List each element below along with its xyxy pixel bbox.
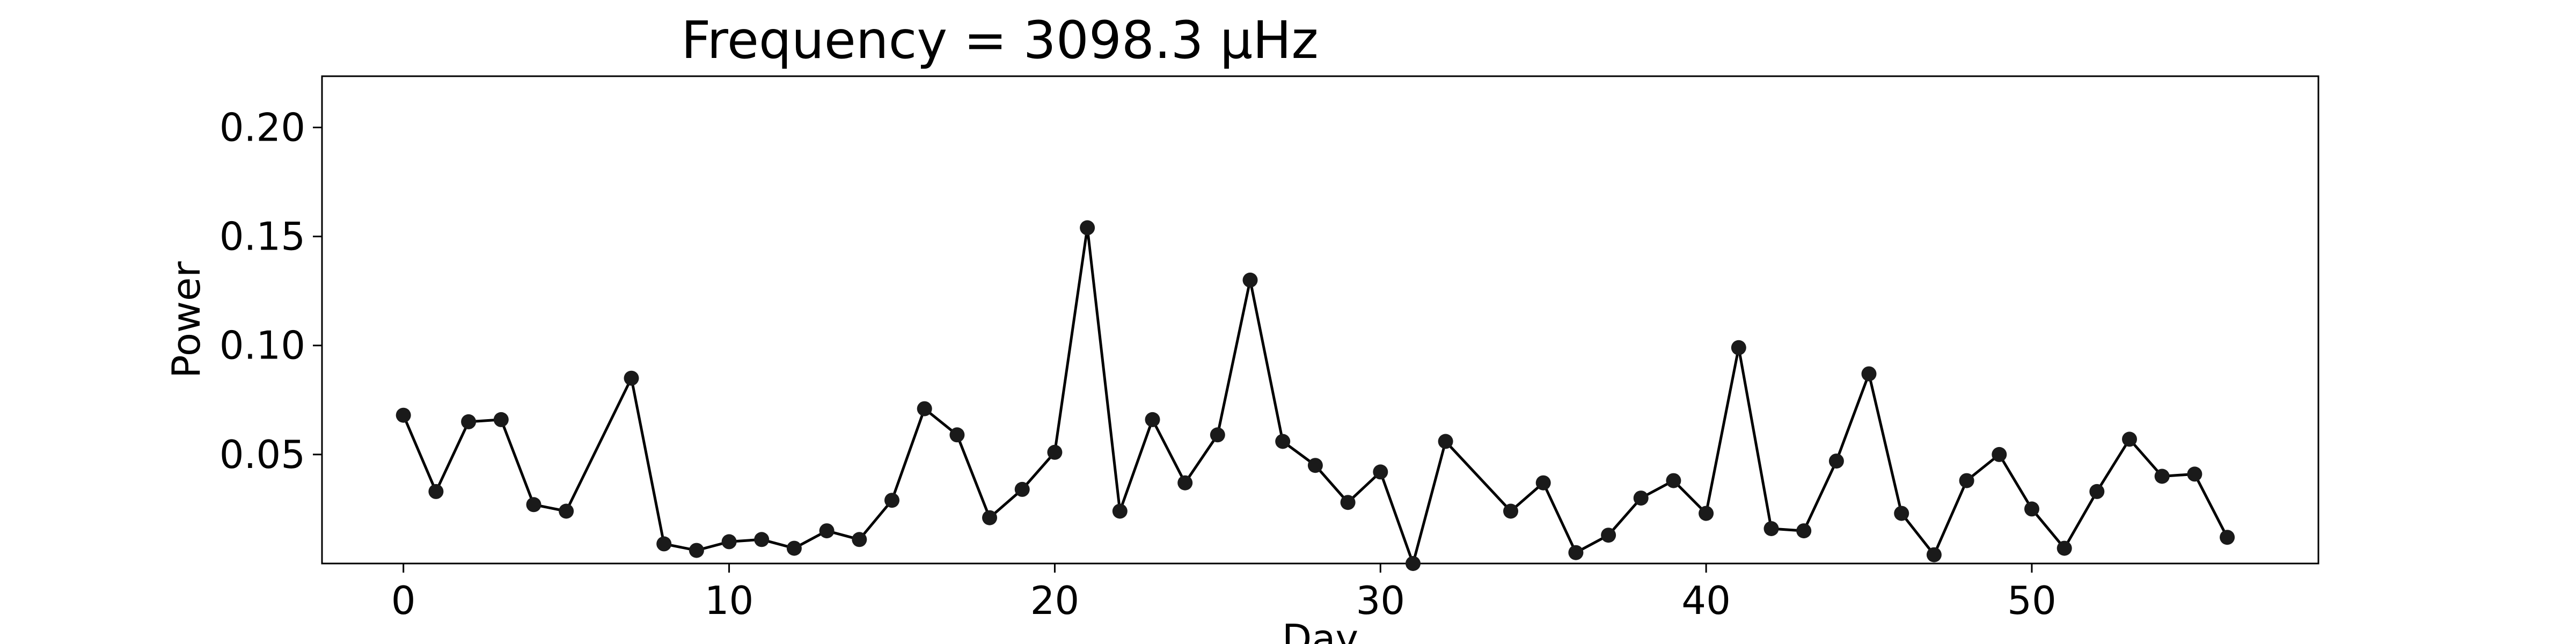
data-point bbox=[1242, 272, 1258, 288]
data-point bbox=[1633, 491, 1649, 506]
x-tick-label: 20 bbox=[1030, 578, 1080, 623]
data-point bbox=[1047, 444, 1063, 460]
data-point bbox=[1894, 506, 1909, 521]
data-point bbox=[917, 401, 932, 416]
data-point bbox=[526, 497, 541, 513]
data-point bbox=[2187, 466, 2202, 482]
data-point bbox=[754, 532, 770, 547]
data-point bbox=[1080, 220, 1095, 236]
data-point bbox=[1014, 481, 1030, 497]
data-point bbox=[852, 532, 867, 547]
y-tick-label: 0.15 bbox=[219, 214, 305, 259]
data-point bbox=[428, 484, 444, 499]
data-point bbox=[2057, 540, 2072, 556]
y-tick-label: 0.10 bbox=[219, 323, 305, 368]
data-point bbox=[1373, 464, 1388, 480]
x-tick-label: 40 bbox=[1681, 578, 1731, 623]
data-point bbox=[1731, 340, 1746, 355]
data-point bbox=[2220, 530, 2235, 545]
data-point bbox=[656, 536, 672, 552]
series-line-group bbox=[402, 226, 2229, 565]
data-point bbox=[2024, 501, 2039, 517]
x-tick-label: 30 bbox=[1356, 578, 1405, 623]
data-point bbox=[1699, 506, 1714, 521]
data-point bbox=[1992, 447, 2007, 462]
data-point bbox=[1861, 366, 1877, 382]
data-point bbox=[2154, 469, 2170, 484]
chart-title: Frequency = 3098.3 μHz bbox=[681, 10, 1318, 70]
data-point bbox=[1959, 473, 1974, 488]
data-point bbox=[949, 427, 965, 443]
data-point bbox=[1340, 495, 1356, 510]
data-point bbox=[1307, 458, 1323, 473]
y-axis: 0.05 0.10 0.15 0.20 bbox=[219, 105, 322, 477]
plot-area-frame bbox=[321, 75, 2319, 565]
data-point bbox=[624, 370, 639, 386]
data-point bbox=[1796, 523, 1812, 539]
y-axis-label: Power bbox=[164, 261, 209, 378]
data-point bbox=[1210, 427, 1225, 443]
data-point bbox=[1177, 475, 1193, 491]
data-point bbox=[1112, 503, 1128, 519]
data-point bbox=[2122, 431, 2137, 447]
data-point bbox=[1275, 434, 1291, 449]
x-tick-label: 10 bbox=[705, 578, 754, 623]
data-point bbox=[1926, 547, 1942, 562]
data-point bbox=[493, 412, 509, 427]
data-point bbox=[1568, 545, 1584, 560]
data-point bbox=[1763, 521, 1779, 536]
data-point bbox=[819, 523, 835, 539]
data-point bbox=[1145, 412, 1160, 427]
x-tick-label: 0 bbox=[391, 578, 416, 623]
data-point bbox=[1601, 528, 1616, 543]
y-tick-label: 0.05 bbox=[219, 432, 305, 477]
x-axis: 0 10 20 30 40 50 bbox=[391, 564, 2057, 623]
data-point bbox=[1535, 475, 1551, 491]
data-point bbox=[689, 543, 704, 558]
data-point bbox=[559, 503, 574, 519]
data-point bbox=[1828, 453, 1844, 469]
series-line bbox=[402, 226, 2229, 565]
data-point bbox=[1503, 503, 1518, 519]
data-point bbox=[2089, 484, 2105, 499]
y-tick-label: 0.20 bbox=[219, 105, 305, 150]
series-points-group bbox=[396, 220, 2235, 571]
data-point bbox=[786, 540, 802, 556]
x-axis-label: Day bbox=[1282, 616, 1358, 644]
data-point bbox=[982, 510, 997, 525]
data-point bbox=[884, 493, 899, 508]
data-point bbox=[1666, 473, 1681, 488]
data-point bbox=[1406, 556, 1421, 571]
x-tick-label: 50 bbox=[2007, 578, 2057, 623]
data-point bbox=[721, 534, 737, 550]
data-point bbox=[396, 407, 411, 423]
data-point bbox=[461, 414, 477, 429]
data-point bbox=[1438, 434, 1453, 449]
